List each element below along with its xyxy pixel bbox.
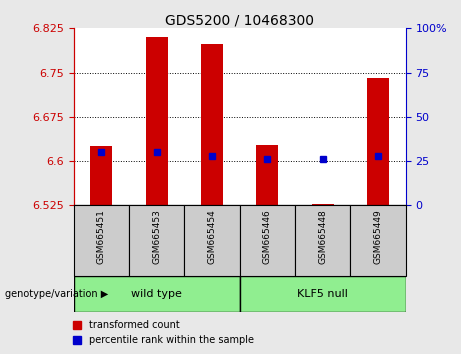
Text: GSM665453: GSM665453: [152, 209, 161, 264]
Text: GSM665446: GSM665446: [263, 209, 272, 264]
Bar: [146, 37, 168, 205]
Bar: [201, 44, 223, 205]
Bar: [256, 145, 278, 205]
Bar: [90, 146, 112, 205]
Bar: [295, 205, 350, 276]
Bar: [74, 276, 240, 312]
Bar: [312, 204, 334, 205]
Text: wild type: wild type: [131, 289, 182, 299]
Text: genotype/variation ▶: genotype/variation ▶: [5, 289, 108, 299]
Text: GSM665448: GSM665448: [318, 209, 327, 264]
Text: GSM665449: GSM665449: [373, 209, 383, 264]
Text: GSM665454: GSM665454: [207, 209, 217, 264]
Bar: [184, 205, 240, 276]
Bar: [367, 79, 389, 205]
Text: KLF5 null: KLF5 null: [297, 289, 348, 299]
Bar: [240, 276, 406, 312]
Bar: [129, 205, 184, 276]
Bar: [350, 205, 406, 276]
Text: GSM665451: GSM665451: [97, 209, 106, 264]
Bar: [240, 205, 295, 276]
Title: GDS5200 / 10468300: GDS5200 / 10468300: [165, 13, 314, 27]
Legend: transformed count, percentile rank within the sample: transformed count, percentile rank withi…: [70, 316, 258, 349]
Bar: [74, 205, 129, 276]
